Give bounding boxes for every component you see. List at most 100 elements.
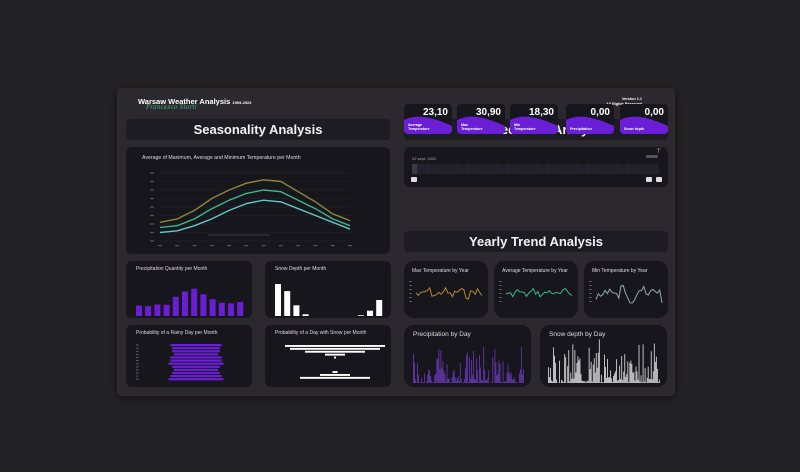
rainy-bar (174, 368, 218, 371)
day-spike (656, 368, 658, 383)
day-spike (589, 369, 591, 383)
y-tick-label (136, 360, 139, 362)
y-tick-label (499, 293, 502, 294)
day-spike (506, 372, 508, 383)
precip-bar (182, 291, 188, 316)
day-spike (610, 370, 611, 383)
y-tick-label (150, 180, 154, 183)
day-spike (571, 378, 573, 383)
kpi-label: Precipitation (570, 127, 592, 131)
max-temp-line (159, 179, 351, 223)
day-spike (466, 352, 468, 383)
day-spike (433, 382, 435, 383)
day-spike (492, 357, 494, 383)
day-spike (605, 367, 606, 383)
x-tick-label (244, 245, 249, 247)
snow-day-bar (325, 353, 345, 356)
day-spike (597, 352, 599, 383)
day-spike (622, 380, 624, 383)
snowdepth-day-title: Snow depth by Day (549, 331, 606, 338)
snow-day-bar (290, 347, 380, 350)
x-tick-label (158, 245, 162, 247)
snow-day-bar (285, 345, 385, 347)
min-temp-line (159, 199, 351, 234)
day-spike (620, 378, 622, 383)
y-tick-label (409, 285, 412, 286)
snow-day-chart (285, 345, 385, 379)
timeline-slider[interactable] (404, 147, 668, 187)
max-year-title: Max Temperature by Year (412, 268, 469, 274)
precip-bar (154, 304, 161, 316)
x-tick-label (278, 245, 283, 247)
day-spike (553, 347, 554, 383)
day-spike (616, 359, 618, 383)
rainy-bar (172, 365, 220, 368)
rainy-day-title: Probability of a Rainy Day per Month (136, 330, 218, 336)
day-spike (511, 379, 513, 383)
day-spike (459, 363, 461, 383)
day-spike (657, 382, 659, 383)
day-spike (577, 356, 579, 383)
precip-bar (200, 294, 207, 316)
filter-icon[interactable]: ⊤ (656, 149, 662, 155)
y-tick-label (409, 297, 412, 298)
day-spike (630, 360, 632, 383)
rainy-bar (170, 344, 222, 347)
day-spike (458, 381, 460, 383)
day-spike (653, 343, 655, 383)
y-tick-label (409, 301, 412, 302)
timeline-start-handle[interactable] (411, 177, 417, 182)
day-spike (455, 381, 457, 383)
day-spike (435, 374, 437, 383)
day-spike (424, 373, 426, 383)
y-tick-label (136, 369, 139, 371)
day-spike (618, 380, 620, 383)
day-spike (586, 380, 588, 383)
y-tick-label (589, 293, 592, 294)
day-spike (614, 373, 615, 383)
day-spike (500, 381, 502, 383)
kpi-label: Max Temperature (461, 123, 483, 131)
y-tick-label (136, 375, 139, 377)
day-spike (437, 358, 439, 383)
snow-day-bar (305, 350, 365, 353)
day-spike (487, 378, 489, 383)
day-spike (549, 377, 550, 383)
day-spike (583, 380, 585, 383)
version-text: Version 1.1 (621, 97, 642, 101)
day-spike (477, 370, 478, 383)
kpi-value: 30,90 (475, 107, 501, 118)
day-spike (476, 358, 477, 383)
snowdepth-day-chart (548, 339, 660, 383)
day-spike (607, 358, 608, 383)
timeline-scroll-right[interactable] (656, 177, 662, 182)
day-spike (438, 348, 440, 383)
y-tick-label (150, 214, 154, 217)
timeline-date: 02 sept. 2022 (412, 156, 437, 161)
rainy-bar (174, 353, 218, 356)
day-spike (569, 381, 571, 383)
day-spike (507, 364, 509, 383)
day-spike (655, 356, 657, 383)
day-spike (594, 372, 596, 383)
day-spike (588, 347, 590, 383)
trend-line (415, 286, 483, 300)
x-tick-label (296, 245, 301, 247)
timeline-level-dropdown[interactable] (646, 155, 658, 158)
y-tick-label (589, 281, 592, 282)
day-spike (479, 355, 480, 383)
day-spike (474, 378, 475, 383)
day-spike (512, 379, 514, 383)
day-spike (617, 380, 619, 383)
day-spike (415, 379, 416, 383)
timeline-scroll-left[interactable] (646, 177, 652, 182)
day-spike (562, 381, 564, 383)
day-spike (606, 377, 607, 383)
y-tick-label (136, 356, 139, 359)
day-spike (463, 379, 465, 383)
day-spike (508, 372, 510, 383)
day-spike (585, 382, 587, 383)
day-spike (514, 381, 516, 383)
day-spike (625, 376, 627, 383)
rainy-bar (170, 359, 222, 362)
